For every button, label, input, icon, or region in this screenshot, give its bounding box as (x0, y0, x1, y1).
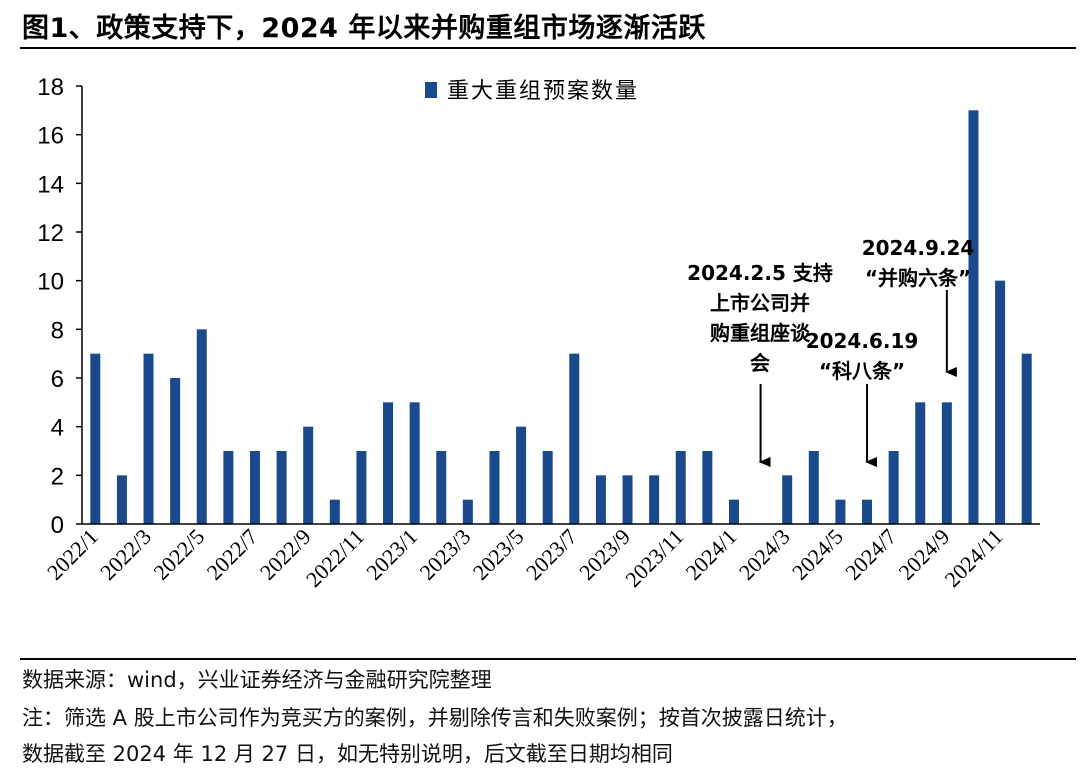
bar-2023-10 (649, 475, 660, 524)
bar-2024-4 (808, 451, 819, 524)
legend-swatch (425, 82, 437, 98)
bar-2024-10 (968, 110, 979, 524)
x-tick-label: 2024/7 (840, 524, 901, 585)
annotation-text: “科八条” (819, 359, 905, 383)
y-tick-label: 12 (37, 220, 64, 247)
annotation-text: 2024.6.19 (806, 329, 919, 353)
x-tick-label: 2024/3 (734, 524, 795, 585)
y-tick-label: 4 (51, 415, 64, 442)
bar-2022-3 (143, 353, 154, 524)
top-divider (20, 47, 1076, 49)
y-tick-label: 18 (37, 74, 64, 101)
annotation-text: 上市公司并 (710, 291, 810, 315)
bottom-divider (20, 658, 1076, 660)
bar-2022-12 (383, 402, 394, 524)
bar-2024-5 (835, 499, 846, 524)
bar-2023-5 (516, 426, 527, 524)
bar-2022-6 (223, 451, 234, 524)
bar-2022-5 (196, 329, 207, 524)
x-tick-label: 2023/5 (468, 524, 529, 585)
legend-label: 重大重组预案数量 (447, 79, 639, 104)
bar-2022-1 (90, 353, 101, 524)
bar-2023-7 (569, 353, 580, 524)
x-tick-label: 2022/3 (95, 524, 156, 585)
bar-2022-11 (356, 451, 367, 524)
y-tick-label: 6 (51, 366, 64, 393)
source-note: 数据来源：wind，兴业证券经济与金融研究院整理 (22, 668, 492, 692)
bar-2022-8 (276, 451, 287, 524)
annotation-text: “并购六条” (865, 266, 971, 290)
bar-2024-8 (915, 402, 926, 524)
bar-2023-4 (489, 451, 500, 524)
annotation-text: 2024.2.5 支持 (687, 261, 833, 285)
x-tick-label: 2023/7 (521, 524, 582, 585)
bar-2023-1 (409, 402, 420, 524)
bar-2024-12 (1021, 353, 1032, 524)
bar-2022-10 (329, 499, 340, 524)
bar-2022-9 (303, 426, 314, 524)
bar-2023-2 (436, 451, 447, 524)
x-tick-label: 2024/1 (681, 524, 742, 585)
bar-2022-7 (249, 451, 260, 524)
bar-2023-3 (462, 499, 473, 524)
x-tick-label: 2023/1 (361, 524, 422, 585)
bar-2024-3 (782, 475, 793, 524)
annotation-text: 2024.9.24 (862, 236, 975, 260)
y-tick-label: 16 (37, 123, 64, 150)
y-tick-label: 2 (51, 463, 64, 490)
annotation-text: 会 (750, 351, 770, 375)
bar-2023-12 (702, 451, 713, 524)
x-tick-label: 2024/11 (940, 524, 1008, 592)
y-tick-label: 14 (37, 171, 64, 198)
bar-2024-7 (888, 451, 899, 524)
x-tick-label: 2022/7 (202, 524, 263, 585)
x-tick-label: 2024/5 (787, 524, 848, 585)
bar-2024-11 (995, 280, 1006, 524)
bar-2022-4 (170, 378, 181, 524)
bar-2023-9 (622, 475, 633, 524)
bar-2024-9 (941, 402, 952, 524)
bar-2024-6 (862, 499, 873, 524)
footnote-line-1: 注：筛选 A 股上市公司作为竞买方的案例，并剔除传言和失败案例；按首次披露日统计… (22, 706, 848, 730)
bar-2023-8 (595, 475, 606, 524)
y-tick-label: 8 (51, 317, 64, 344)
bar-2022-2 (116, 475, 127, 524)
bar-2023-6 (542, 451, 553, 524)
x-tick-label: 2022/5 (148, 524, 209, 585)
y-tick-label: 10 (37, 269, 64, 296)
y-tick-label: 0 (51, 512, 64, 539)
page-title: 图1、政策支持下，2024 年以来并购重组市场逐渐活跃 (22, 13, 706, 44)
bar-2024-1 (728, 499, 739, 524)
annotation-text: 购重组座谈 (710, 321, 811, 345)
bar-2023-11 (675, 451, 686, 524)
footnote-line-2: 数据截至 2024 年 12 月 27 日，如无特别说明，后文截至日期均相同 (22, 742, 673, 766)
x-tick-label: 2023/11 (620, 524, 688, 592)
x-tick-label: 2023/3 (414, 524, 475, 585)
x-tick-label: 2022/11 (301, 524, 369, 592)
